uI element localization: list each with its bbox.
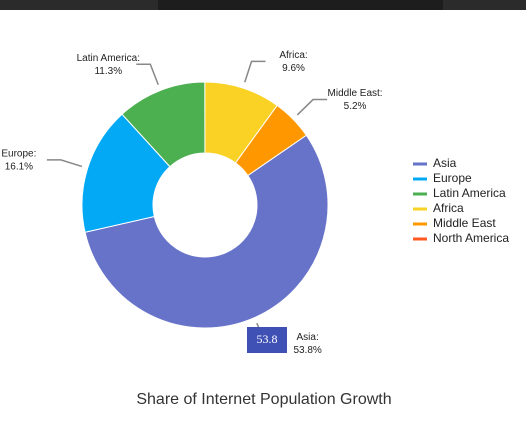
slice (84, 134, 329, 329)
slice-label: Africa: (279, 50, 307, 61)
slice-value: 9.6% (282, 63, 305, 74)
address-bar (158, 0, 443, 10)
slice-label: Asia: (297, 332, 319, 343)
slice (234, 104, 308, 177)
tooltip-text: 53.8 (257, 332, 278, 346)
leader-line (296, 98, 328, 116)
slice-value: 5.2% (344, 101, 367, 112)
legend-label: North America (433, 231, 509, 245)
legend-swatch (413, 192, 427, 196)
legend-label: Latin America (433, 186, 506, 200)
legend-label: Africa (433, 201, 464, 215)
legend-label: Asia (433, 156, 457, 170)
slice-value: 16.1% (5, 162, 33, 173)
slice-value: 11.3% (94, 66, 122, 77)
legend-swatch (413, 162, 427, 166)
legend-swatch (413, 222, 427, 226)
slice-label: Latin America: (77, 53, 140, 64)
leader-line (46, 159, 83, 168)
tooltip-box (247, 327, 287, 353)
legend-label: Europe (433, 171, 472, 185)
leader-line (136, 63, 159, 86)
legend-label: Middle East (433, 216, 496, 230)
slice-value: 53.8% (293, 345, 321, 356)
slice (81, 113, 171, 233)
legend-swatch (413, 237, 427, 241)
leader-line (244, 60, 266, 83)
slice-label: Middle East: (328, 88, 383, 99)
slice-label: Europe: (1, 149, 36, 160)
legend-swatch (413, 207, 427, 211)
chart-title: Share of Internet Population Growth (136, 391, 391, 408)
legend-swatch (413, 177, 427, 181)
